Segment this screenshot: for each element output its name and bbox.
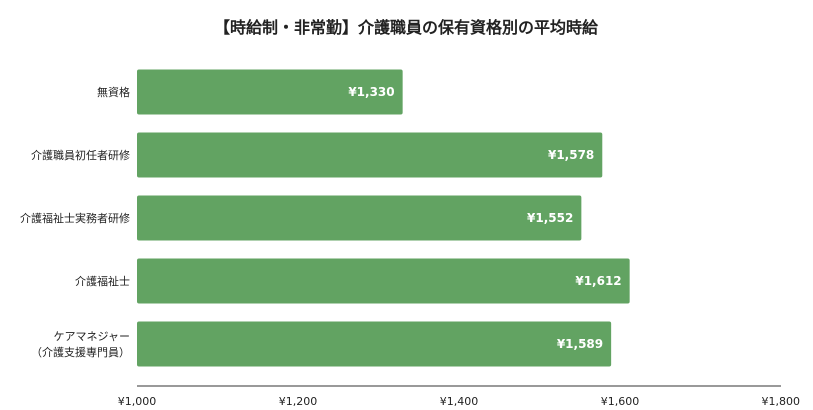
category-label-4-line-1: （介護支援専門員） [31, 345, 130, 359]
chart-title: 【時給制・非常勤】介護職員の保有資格別の平均時給 [214, 18, 599, 37]
bar-value-label-1: ¥1,578 [548, 148, 594, 162]
x-tick-label-1: ¥1,200 [279, 395, 318, 408]
bar-3 [137, 258, 630, 304]
category-label-0: 無資格 [97, 85, 130, 99]
category-label-2: 介護福祉士実務者研修 [20, 211, 130, 225]
x-tick-label-2: ¥1,400 [440, 395, 479, 408]
bar-value-label-4: ¥1,589 [557, 337, 603, 351]
bar-1 [137, 132, 603, 178]
x-tick-labels-group: ¥1,000 ¥1,200 ¥1,400 ¥1,600 ¥1,800 [118, 395, 800, 408]
bar-0 [137, 69, 403, 115]
x-tick-label-4: ¥1,800 [762, 395, 801, 408]
category-label-3: 介護福祉士 [75, 274, 130, 288]
bar-value-label-2: ¥1,552 [527, 211, 573, 225]
category-label-1: 介護職員初任者研修 [31, 148, 130, 162]
x-tick-label-0: ¥1,000 [118, 395, 157, 408]
bar-4 [137, 321, 612, 367]
bar-value-label-0: ¥1,330 [348, 85, 394, 99]
category-label-4-line-0: ケアマネジャー [54, 330, 130, 343]
bars-group: ¥1,330 ¥1,578 ¥1,552 ¥1,612 ¥1,589 [137, 69, 630, 367]
x-tick-label-3: ¥1,600 [601, 395, 640, 408]
bar-value-label-3: ¥1,612 [575, 274, 621, 288]
bar-2 [137, 195, 582, 241]
